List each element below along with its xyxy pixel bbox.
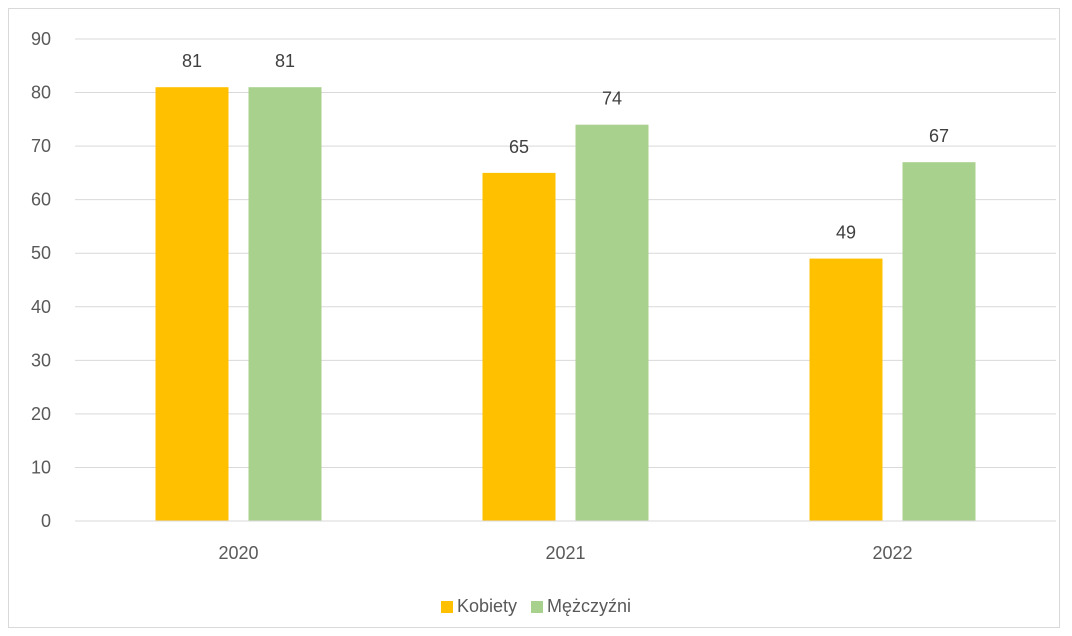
y-tick-label: 20: [31, 404, 51, 424]
data-label: 67: [929, 126, 949, 146]
y-tick-label: 50: [31, 243, 51, 263]
bars: [155, 87, 976, 521]
y-tick-label: 80: [31, 83, 51, 103]
y-axis-ticks: 0 10 20 30 40 50 60 70 80 90: [31, 29, 51, 531]
bar-2021-1[interactable]: [575, 124, 649, 521]
legend-swatch-mezczyzni: [531, 600, 544, 613]
x-axis-ticks: 2020 2021 2022: [218, 543, 912, 563]
y-tick-label: 70: [31, 136, 51, 156]
data-label: 74: [602, 89, 622, 109]
gridlines: [75, 38, 1056, 468]
legend: Kobiety Mężczyźni: [0, 596, 1072, 617]
data-labels: 81 81 65 74 49 67: [182, 51, 949, 242]
legend-label-mezczyzni: Mężczyźni: [547, 596, 632, 616]
bar-2021-0[interactable]: [482, 172, 556, 521]
bar-2022-0[interactable]: [809, 258, 883, 521]
y-tick-label: 10: [31, 457, 51, 477]
data-label: 49: [836, 223, 856, 243]
data-label: 65: [509, 137, 529, 157]
x-tick-label: 2022: [872, 543, 912, 563]
legend-item-mezczyzni[interactable]: Mężczyźni: [531, 596, 631, 617]
y-tick-label: 60: [31, 190, 51, 210]
bar-2020-1[interactable]: [248, 87, 322, 521]
y-tick-label: 30: [31, 350, 51, 370]
legend-swatch-kobiety: [440, 600, 453, 613]
bar-2022-1[interactable]: [902, 162, 976, 521]
data-label: 81: [275, 51, 295, 71]
x-tick-label: 2020: [218, 543, 258, 563]
x-tick-label: 2021: [545, 543, 585, 563]
legend-item-kobiety[interactable]: Kobiety: [440, 596, 518, 617]
y-tick-label: 40: [31, 297, 51, 317]
bar-2020-0[interactable]: [155, 87, 229, 521]
y-tick-label: 90: [31, 29, 51, 49]
data-label: 81: [182, 51, 202, 71]
y-tick-label: 0: [41, 511, 51, 531]
legend-label-kobiety: Kobiety: [456, 596, 518, 616]
